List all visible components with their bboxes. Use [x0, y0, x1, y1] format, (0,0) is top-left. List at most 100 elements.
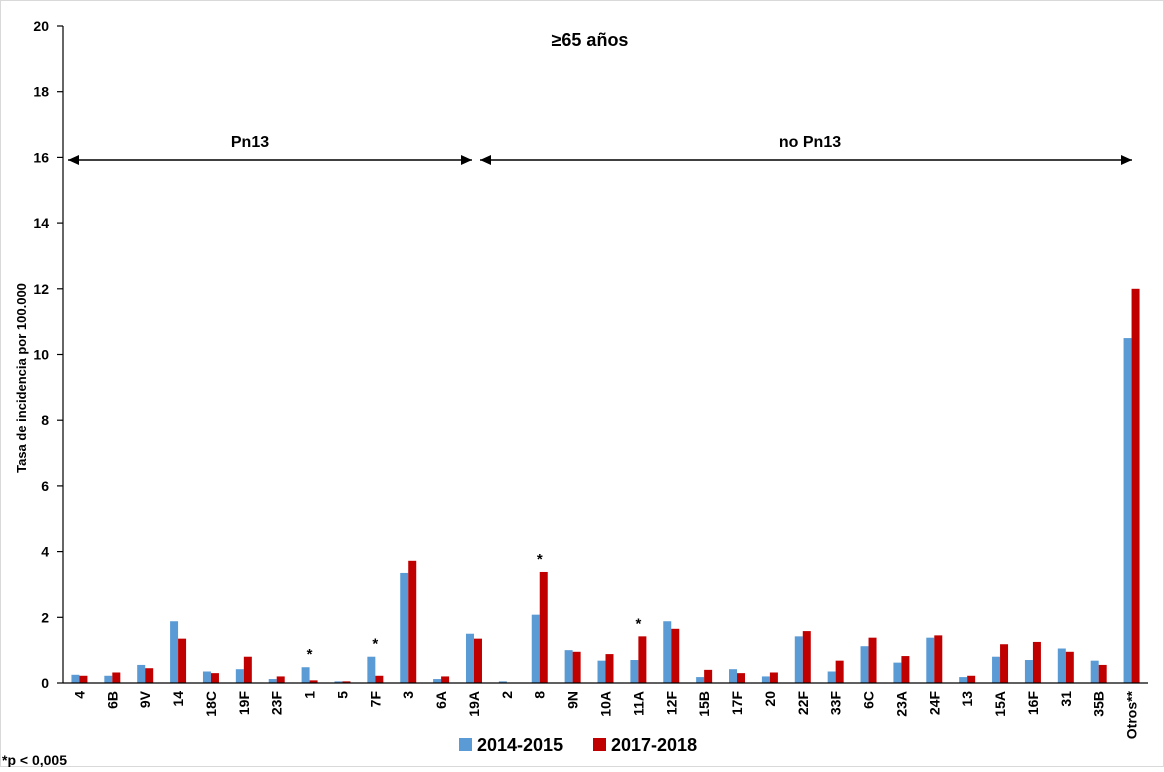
- bar-2017-2018-15B: [704, 669, 713, 683]
- bar-2014-2015-23F: [268, 679, 277, 683]
- y-axis-ticks: 0 2 4 6 8 10 12 14 16 18 20: [33, 18, 63, 691]
- y-tick-label: 18: [33, 84, 49, 100]
- bar-2017-2018-6C: [868, 637, 877, 683]
- bar-2014-2015-35B: [1090, 660, 1099, 683]
- bar-2014-2015-9V: [137, 664, 146, 683]
- bar-2017-2018-11A: [638, 636, 647, 683]
- no-pn13-arrow-right-head: [1121, 155, 1132, 165]
- y-tick-label: 12: [33, 281, 49, 297]
- x-tick-label: 7F: [367, 691, 383, 708]
- bar-2017-2018-23F: [276, 676, 285, 683]
- bar-2014-2015-19A: [465, 633, 474, 683]
- x-tick-label: 23F: [269, 691, 285, 716]
- x-tick-label: 9V: [137, 690, 153, 708]
- y-tick-label: 2: [41, 609, 49, 625]
- bar-2014-2015-8: [531, 614, 540, 683]
- x-tick-label: 11A: [630, 691, 646, 716]
- x-tick-label: 3: [400, 691, 416, 699]
- bar-2014-2015-23A: [893, 662, 902, 683]
- x-tick-label: 15B: [696, 691, 712, 717]
- significance-markers: * * * *: [307, 551, 642, 663]
- bar-2017-2018-17F: [737, 673, 746, 683]
- y-tick-label: 14: [33, 215, 49, 231]
- bar-2014-2015-18C: [202, 671, 211, 683]
- bar-2014-2015-Otros**: [1123, 338, 1132, 683]
- significance-star: *: [537, 551, 543, 568]
- x-tick-label: 2: [499, 691, 515, 699]
- bar-2017-2018-1: [309, 680, 318, 683]
- significance-star: *: [635, 615, 641, 632]
- x-tick-label: 33F: [828, 691, 844, 716]
- x-tick-label: 15A: [992, 691, 1008, 717]
- significance-star: *: [372, 636, 378, 653]
- bar-2014-2015-5: [334, 681, 343, 683]
- bar-2017-2018-13: [967, 675, 976, 683]
- x-tick-label: 4: [71, 691, 87, 699]
- y-tick-label: 6: [41, 478, 49, 494]
- bar-2017-2018-6B: [112, 672, 121, 683]
- bar-2014-2015-2: [498, 681, 507, 683]
- bar-2014-2015-7F: [367, 656, 376, 683]
- x-tick-label: 17F: [729, 691, 745, 716]
- bar-2017-2018-9V: [145, 668, 154, 683]
- legend-swatch-2014-2015: [459, 738, 472, 751]
- y-tick-label: 0: [41, 675, 49, 691]
- no-pn13-arrow-left-head: [480, 155, 491, 165]
- bar-2017-2018-20: [769, 672, 778, 683]
- bar-2014-2015-11A: [630, 660, 639, 683]
- legend-label-2017-2018: 2017-2018: [611, 735, 697, 755]
- bar-2017-2018-9N: [572, 651, 581, 683]
- legend-swatch-2017-2018: [593, 738, 606, 751]
- bar-2014-2015-6C: [860, 646, 869, 683]
- bar-2014-2015-15A: [992, 656, 1001, 683]
- x-tick-label: 5: [334, 691, 350, 699]
- bar-2014-2015-13: [959, 677, 968, 683]
- bar-2014-2015-33F: [827, 671, 836, 683]
- significance-star: *: [307, 646, 313, 663]
- bar-2017-2018-16F: [1032, 641, 1041, 683]
- bar-2017-2018-19A: [473, 638, 482, 683]
- x-tick-label: Otros**: [1124, 690, 1140, 739]
- bar-2014-2015-19F: [235, 669, 244, 683]
- x-tick-label: 10A: [598, 691, 614, 717]
- x-tick-label: 16F: [1025, 691, 1041, 716]
- bar-2014-2015-12F: [663, 621, 672, 683]
- y-tick-label: 4: [41, 544, 49, 560]
- bar-2017-2018-15A: [1000, 644, 1009, 683]
- chart-title: ≥65 años: [552, 30, 629, 50]
- x-tick-label: 19F: [236, 691, 252, 716]
- x-tick-label: 6B: [104, 691, 120, 709]
- x-tick-label: 14: [170, 691, 186, 707]
- x-tick-label: 12F: [663, 691, 679, 716]
- bar-2014-2015-16F: [1024, 660, 1033, 683]
- x-tick-label: 35B: [1091, 691, 1107, 717]
- bar-2014-2015-4: [71, 674, 80, 683]
- x-tick-label: 1: [302, 691, 318, 699]
- y-axis-label: Tasa de incidencia por 100.000: [14, 283, 29, 473]
- bar-2017-2018-18C: [210, 673, 219, 683]
- bar-2014-2015-6B: [104, 675, 113, 683]
- serotype-groups: Pn13 no Pn13: [68, 134, 1132, 165]
- bar-2014-2015-15B: [696, 677, 705, 683]
- y-tick-label: 8: [41, 412, 49, 428]
- no-pn13-group-label: no Pn13: [779, 134, 841, 151]
- significance-footnote: *p < 0,005: [2, 752, 67, 767]
- legend-label-2014-2015: 2014-2015: [477, 735, 563, 755]
- bar-2017-2018-31: [1065, 651, 1074, 683]
- bar-2014-2015-22F: [794, 636, 803, 683]
- bar-2017-2018-4: [79, 675, 88, 683]
- bar-2017-2018-14: [178, 638, 187, 683]
- bar-2017-2018-19F: [243, 656, 252, 683]
- x-tick-label: 22F: [795, 691, 811, 716]
- bar-2017-2018-24F: [934, 635, 943, 683]
- bar-2017-2018-3: [408, 560, 417, 683]
- bar-2014-2015-1: [301, 667, 310, 683]
- x-tick-label: 13: [959, 691, 975, 707]
- pn13-arrow-right-head: [461, 155, 472, 165]
- pn13-arrow-left-head: [68, 155, 79, 165]
- x-tick-label: 24F: [926, 691, 942, 716]
- bar-2017-2018-23A: [901, 656, 910, 683]
- bar-2014-2015-14: [170, 621, 179, 683]
